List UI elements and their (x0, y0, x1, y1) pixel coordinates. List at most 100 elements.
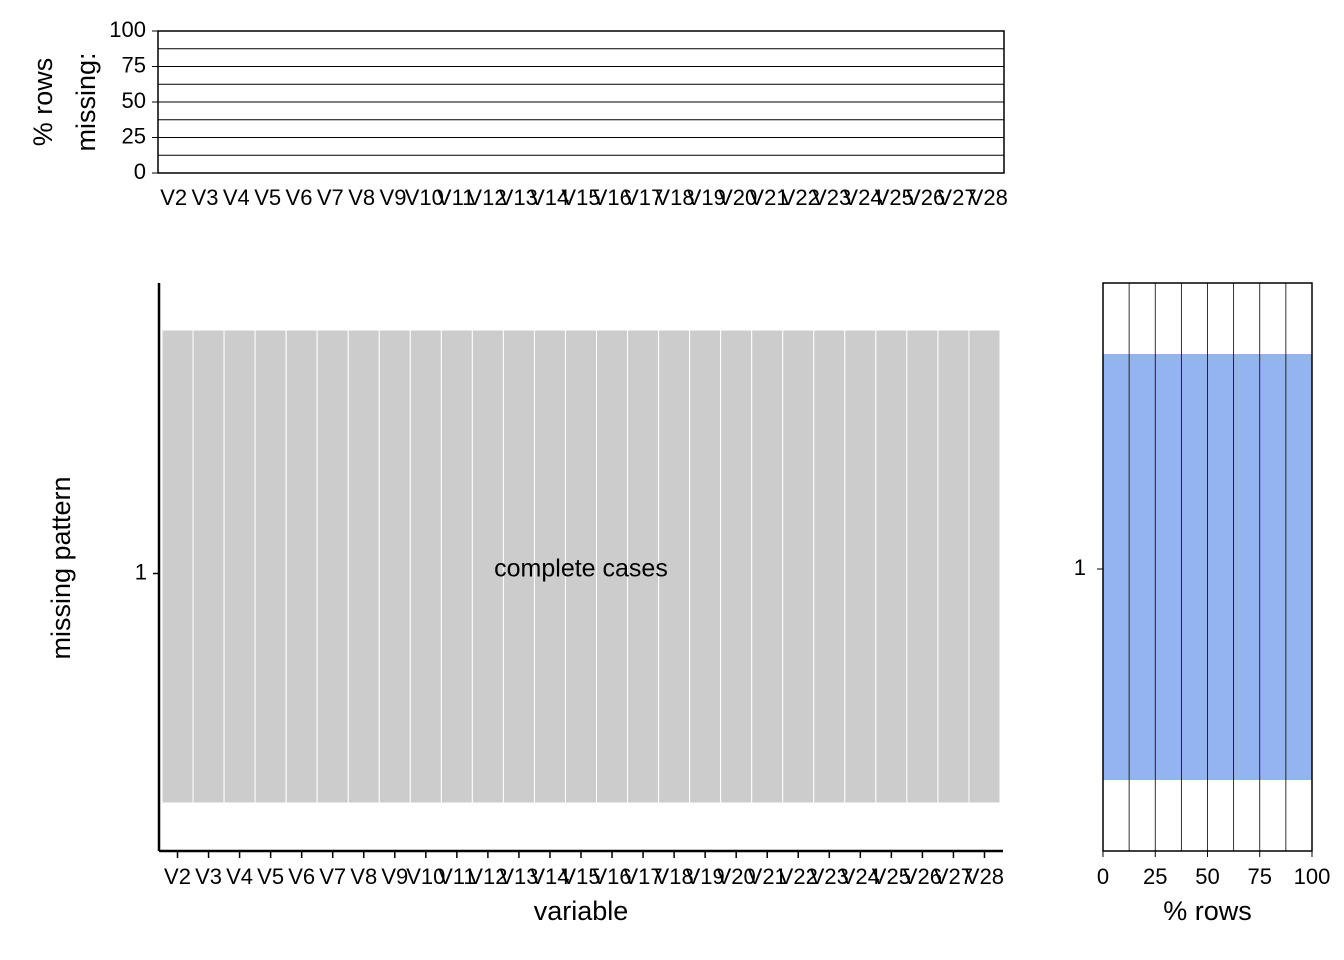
tile (937, 329, 970, 804)
tile (285, 329, 318, 804)
x-tick-label: V22 (779, 864, 818, 889)
x-tick-label: V4 (226, 864, 253, 889)
x-tick-label: 25 (1143, 864, 1167, 889)
x-tick-label: V17 (624, 185, 663, 210)
tile (782, 329, 815, 804)
tile (875, 329, 908, 804)
x-tick-label: V18 (655, 185, 694, 210)
x-tick-label: V13 (499, 864, 538, 889)
x-tick-label: V21 (749, 185, 788, 210)
x-tick-label: V15 (561, 864, 600, 889)
x-tick-label: V16 (592, 864, 631, 889)
x-tick-label: V11 (438, 864, 476, 889)
x-tick-label: V27 (934, 864, 973, 889)
tile (813, 329, 846, 804)
x-tick-label: V10 (406, 864, 445, 889)
x-tick-label: V19 (686, 864, 725, 889)
x-tick-label: V6 (288, 864, 315, 889)
tile (658, 329, 691, 804)
x-axis-label: variable (534, 896, 629, 926)
y-tick-label: 50 (122, 88, 146, 113)
x-tick-label: V14 (530, 864, 569, 889)
x-tick-label: 0 (1097, 864, 1109, 889)
tile (906, 329, 939, 804)
tile (378, 329, 411, 804)
x-tick-label: V25 (875, 185, 914, 210)
x-tick-label: 75 (1248, 864, 1272, 889)
x-tick-label: V11 (437, 185, 475, 210)
x-tick-label: V27 (937, 185, 976, 210)
x-tick-label: V7 (319, 864, 346, 889)
x-tick-label: V20 (717, 864, 756, 889)
x-tick-label: V9 (381, 864, 408, 889)
x-tick-label: V24 (841, 864, 880, 889)
x-tick-label: V8 (350, 864, 377, 889)
x-tick-label: V24 (843, 185, 882, 210)
x-tick-label: V5 (254, 185, 281, 210)
y-axis-label: % rows (28, 58, 58, 147)
y-axis-label: missing: (71, 52, 101, 151)
tile (223, 329, 256, 804)
x-tick-label: V9 (380, 185, 407, 210)
tile (192, 329, 225, 804)
tile (471, 329, 504, 804)
tile (409, 329, 442, 804)
x-axis-label: % rows (1163, 896, 1252, 926)
tile (502, 329, 535, 804)
tile (533, 329, 566, 804)
tile (751, 329, 784, 804)
y-tick-label: 25 (122, 123, 146, 148)
x-tick-label: V13 (499, 185, 538, 210)
x-tick-label: V28 (969, 185, 1008, 210)
x-tick-label: V7 (317, 185, 344, 210)
x-tick-label: V2 (164, 864, 191, 889)
x-tick-label: V12 (468, 864, 507, 889)
x-tick-label: V20 (718, 185, 757, 210)
x-tick-label: V19 (687, 185, 726, 210)
tile (347, 329, 380, 804)
y-tick-label: 0 (134, 159, 146, 184)
x-tick-label: V18 (655, 864, 694, 889)
x-tick-label: V14 (530, 185, 569, 210)
x-tick-label: V6 (286, 185, 313, 210)
x-tick-label: V17 (623, 864, 662, 889)
tile (596, 329, 629, 804)
x-tick-label: V22 (781, 185, 820, 210)
tile (627, 329, 660, 804)
y-tick-label: 75 (122, 52, 146, 77)
panel-border (157, 30, 1005, 174)
x-tick-label: V3 (195, 864, 222, 889)
tile (968, 329, 1001, 804)
tile (564, 329, 598, 804)
tile (440, 329, 473, 804)
x-tick-label: V8 (348, 185, 375, 210)
y-tick-label: 1 (1074, 555, 1086, 580)
panel-border (1102, 282, 1313, 852)
y-axis-label: missing pattern (46, 476, 76, 659)
tile (720, 329, 753, 804)
y-tick-label: 100 (109, 17, 146, 42)
x-tick-label: V2 (160, 185, 187, 210)
x-tick-label: V10 (405, 185, 444, 210)
tile (254, 329, 287, 804)
x-tick-label: V4 (223, 185, 250, 210)
annotation: complete cases (494, 555, 668, 583)
x-tick-label: V5 (257, 864, 284, 889)
x-tick-label: V23 (812, 185, 851, 210)
x-tick-label: V26 (903, 864, 942, 889)
tile (689, 329, 722, 804)
x-tick-label: V12 (467, 185, 506, 210)
tile (161, 329, 194, 804)
x-tick-label: V25 (872, 864, 911, 889)
tile (316, 329, 349, 804)
x-tick-label: 50 (1195, 864, 1219, 889)
tile (844, 329, 877, 804)
x-tick-label: V23 (810, 864, 849, 889)
x-tick-label: V3 (192, 185, 219, 210)
x-tick-label: V26 (906, 185, 945, 210)
x-tick-label: V28 (965, 864, 1004, 889)
y-tick-label: 1 (135, 559, 147, 584)
x-tick-label: V21 (748, 864, 787, 889)
x-tick-label: V16 (593, 185, 632, 210)
